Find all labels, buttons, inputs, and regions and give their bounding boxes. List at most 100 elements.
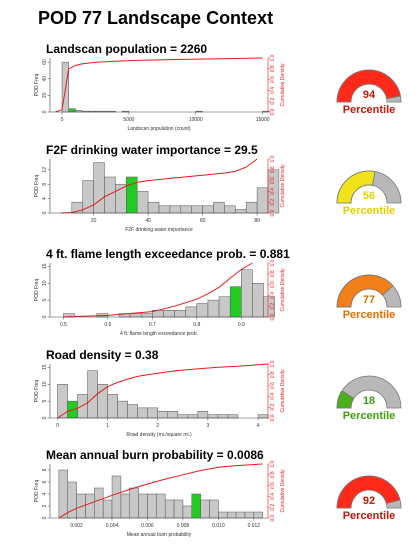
panel-title: Landscan population = 2260	[46, 42, 208, 56]
histogram-bar	[218, 296, 231, 318]
histogram-bar	[82, 180, 94, 214]
histogram-bar	[58, 469, 68, 519]
x-axis-label: 4 ft. flame length exceedance prob.	[120, 331, 198, 337]
right-tick-label: 0.0	[270, 514, 276, 521]
histogram-bar	[102, 499, 113, 519]
panel-title: Mean annual burn probability = 0.0086	[46, 448, 264, 462]
y-tick-label: 15	[42, 263, 48, 269]
histogram-bar	[213, 201, 225, 214]
x-tick-label: 0.010	[212, 523, 225, 529]
y-tick-label: 60	[42, 59, 48, 65]
right-tick-label: 0.0	[270, 313, 276, 320]
cumulative-density-line	[58, 463, 263, 519]
histogram-bar	[253, 511, 263, 519]
right-axis-label: Cumulative Density	[280, 164, 286, 208]
histogram-bar	[127, 404, 138, 419]
x-tick-label: 20	[91, 218, 97, 224]
cumulative-density-line	[60, 158, 258, 214]
right-tick-label: 0.0	[270, 209, 276, 216]
page-title: POD 77 Landscape Context	[38, 8, 274, 28]
right-axis-label: Cumulative Density	[280, 268, 286, 312]
right-tick-label: 0.2	[270, 303, 276, 310]
percentile-gauge: 77 Percentile	[336, 274, 402, 321]
histogram-bar	[187, 414, 199, 419]
right-tick-label: 0.2	[270, 199, 276, 206]
right-tick-label: 0.8	[270, 371, 276, 378]
cumulative-density-line	[63, 262, 253, 318]
y-tick-label: 0	[42, 211, 48, 214]
y-tick-label: 0	[42, 315, 48, 318]
percentile-label: Percentile	[343, 410, 396, 422]
x-tick-label: 10000	[189, 117, 203, 123]
x-tick-label: 0.002	[70, 523, 83, 529]
x-tick-label: 0.006	[141, 523, 154, 529]
y-tick-label: 0	[42, 416, 48, 419]
histogram-bar	[229, 286, 242, 318]
x-axis-label: Landscan population (count)	[127, 126, 190, 132]
x-tick-label: 80	[254, 218, 260, 224]
panel-title: Road density = 0.38	[46, 348, 159, 362]
histogram-bar	[111, 475, 122, 519]
histogram-bar	[164, 499, 175, 519]
x-tick-label: 0	[56, 423, 59, 429]
y-tick-label: 4	[42, 492, 48, 495]
x-tick-label: 0.6	[104, 322, 111, 328]
x-tick-label: 40	[145, 218, 151, 224]
histogram-bar	[191, 205, 203, 214]
y-tick-label: 0	[42, 516, 48, 519]
right-tick-label: 1.0	[270, 155, 276, 162]
y-tick-label: 5	[42, 400, 48, 403]
panel-drinking-water: F2F drinking water importance = 29.5 20 4…	[0, 143, 419, 247]
right-axis-label: Cumulative Density	[280, 63, 286, 107]
right-tick-label: 0.6	[270, 281, 276, 288]
y-tick-label: 15	[42, 364, 48, 370]
percentile-value: 94	[363, 89, 376, 101]
right-tick-label: 0.0	[270, 414, 276, 421]
histogram-bar	[167, 411, 179, 419]
right-tick-label: 0.8	[270, 65, 276, 72]
histogram-bar	[235, 511, 246, 519]
right-tick-label: 0.0	[270, 108, 276, 115]
y-axis-label: POD Freq	[34, 175, 40, 198]
histogram-bar	[147, 201, 160, 214]
gauge-fill	[336, 390, 355, 409]
right-tick-label: 0.2	[270, 404, 276, 411]
x-axis-label: F2F drinking water importance	[125, 227, 193, 233]
percentile-label: Percentile	[343, 309, 396, 321]
histogram-bar	[191, 493, 201, 519]
histogram-bar	[169, 205, 182, 214]
right-tick-label: 0.4	[270, 87, 276, 94]
x-tick-label: 0.008	[177, 523, 190, 529]
histogram-bar	[138, 493, 148, 519]
y-axis-label: POD Freq	[34, 279, 40, 302]
right-axis-label: Cumulative Density	[280, 469, 286, 513]
histogram-bar	[163, 310, 175, 318]
y-tick-label: 10	[42, 280, 48, 286]
gauge-fill	[336, 170, 376, 204]
histogram-bar	[173, 499, 184, 519]
x-tick-label: 0.012	[248, 523, 261, 529]
cumulative-density-line	[55, 57, 263, 113]
x-axis-label: Mean annual burn probability	[127, 532, 192, 538]
y-tick-label: 8	[42, 183, 48, 186]
panel-population: Landscan population = 2260 0 5000 10000 150…	[0, 42, 419, 146]
y-tick-label: 20	[42, 92, 48, 98]
percentile-value: 92	[363, 495, 375, 507]
right-tick-label: 0.4	[270, 188, 276, 195]
histogram-bar	[241, 269, 253, 318]
percentile-label: Percentile	[343, 510, 396, 522]
right-tick-label: 0.8	[270, 471, 276, 478]
right-tick-label: 0.4	[270, 292, 276, 299]
percentile-gauge: 18 Percentile	[336, 375, 402, 422]
histogram-plot: 0 1 2 3 4 0 5 10 15 0.0 0.2 0.4 0.6 0.8 1.0 Road densit…	[34, 360, 286, 438]
x-tick-label: 3	[206, 423, 209, 429]
right-tick-label: 0.4	[270, 393, 276, 400]
histogram-bar	[197, 411, 209, 419]
right-tick-label: 0.6	[270, 482, 276, 489]
histogram-bar	[157, 411, 169, 419]
histogram-bar	[93, 162, 105, 214]
right-tick-label: 0.2	[270, 98, 276, 105]
gauge-track	[336, 375, 402, 409]
percentile-gauge: 56 Percentile	[336, 170, 402, 217]
percentile-gauge: 94 Percentile	[336, 69, 402, 116]
